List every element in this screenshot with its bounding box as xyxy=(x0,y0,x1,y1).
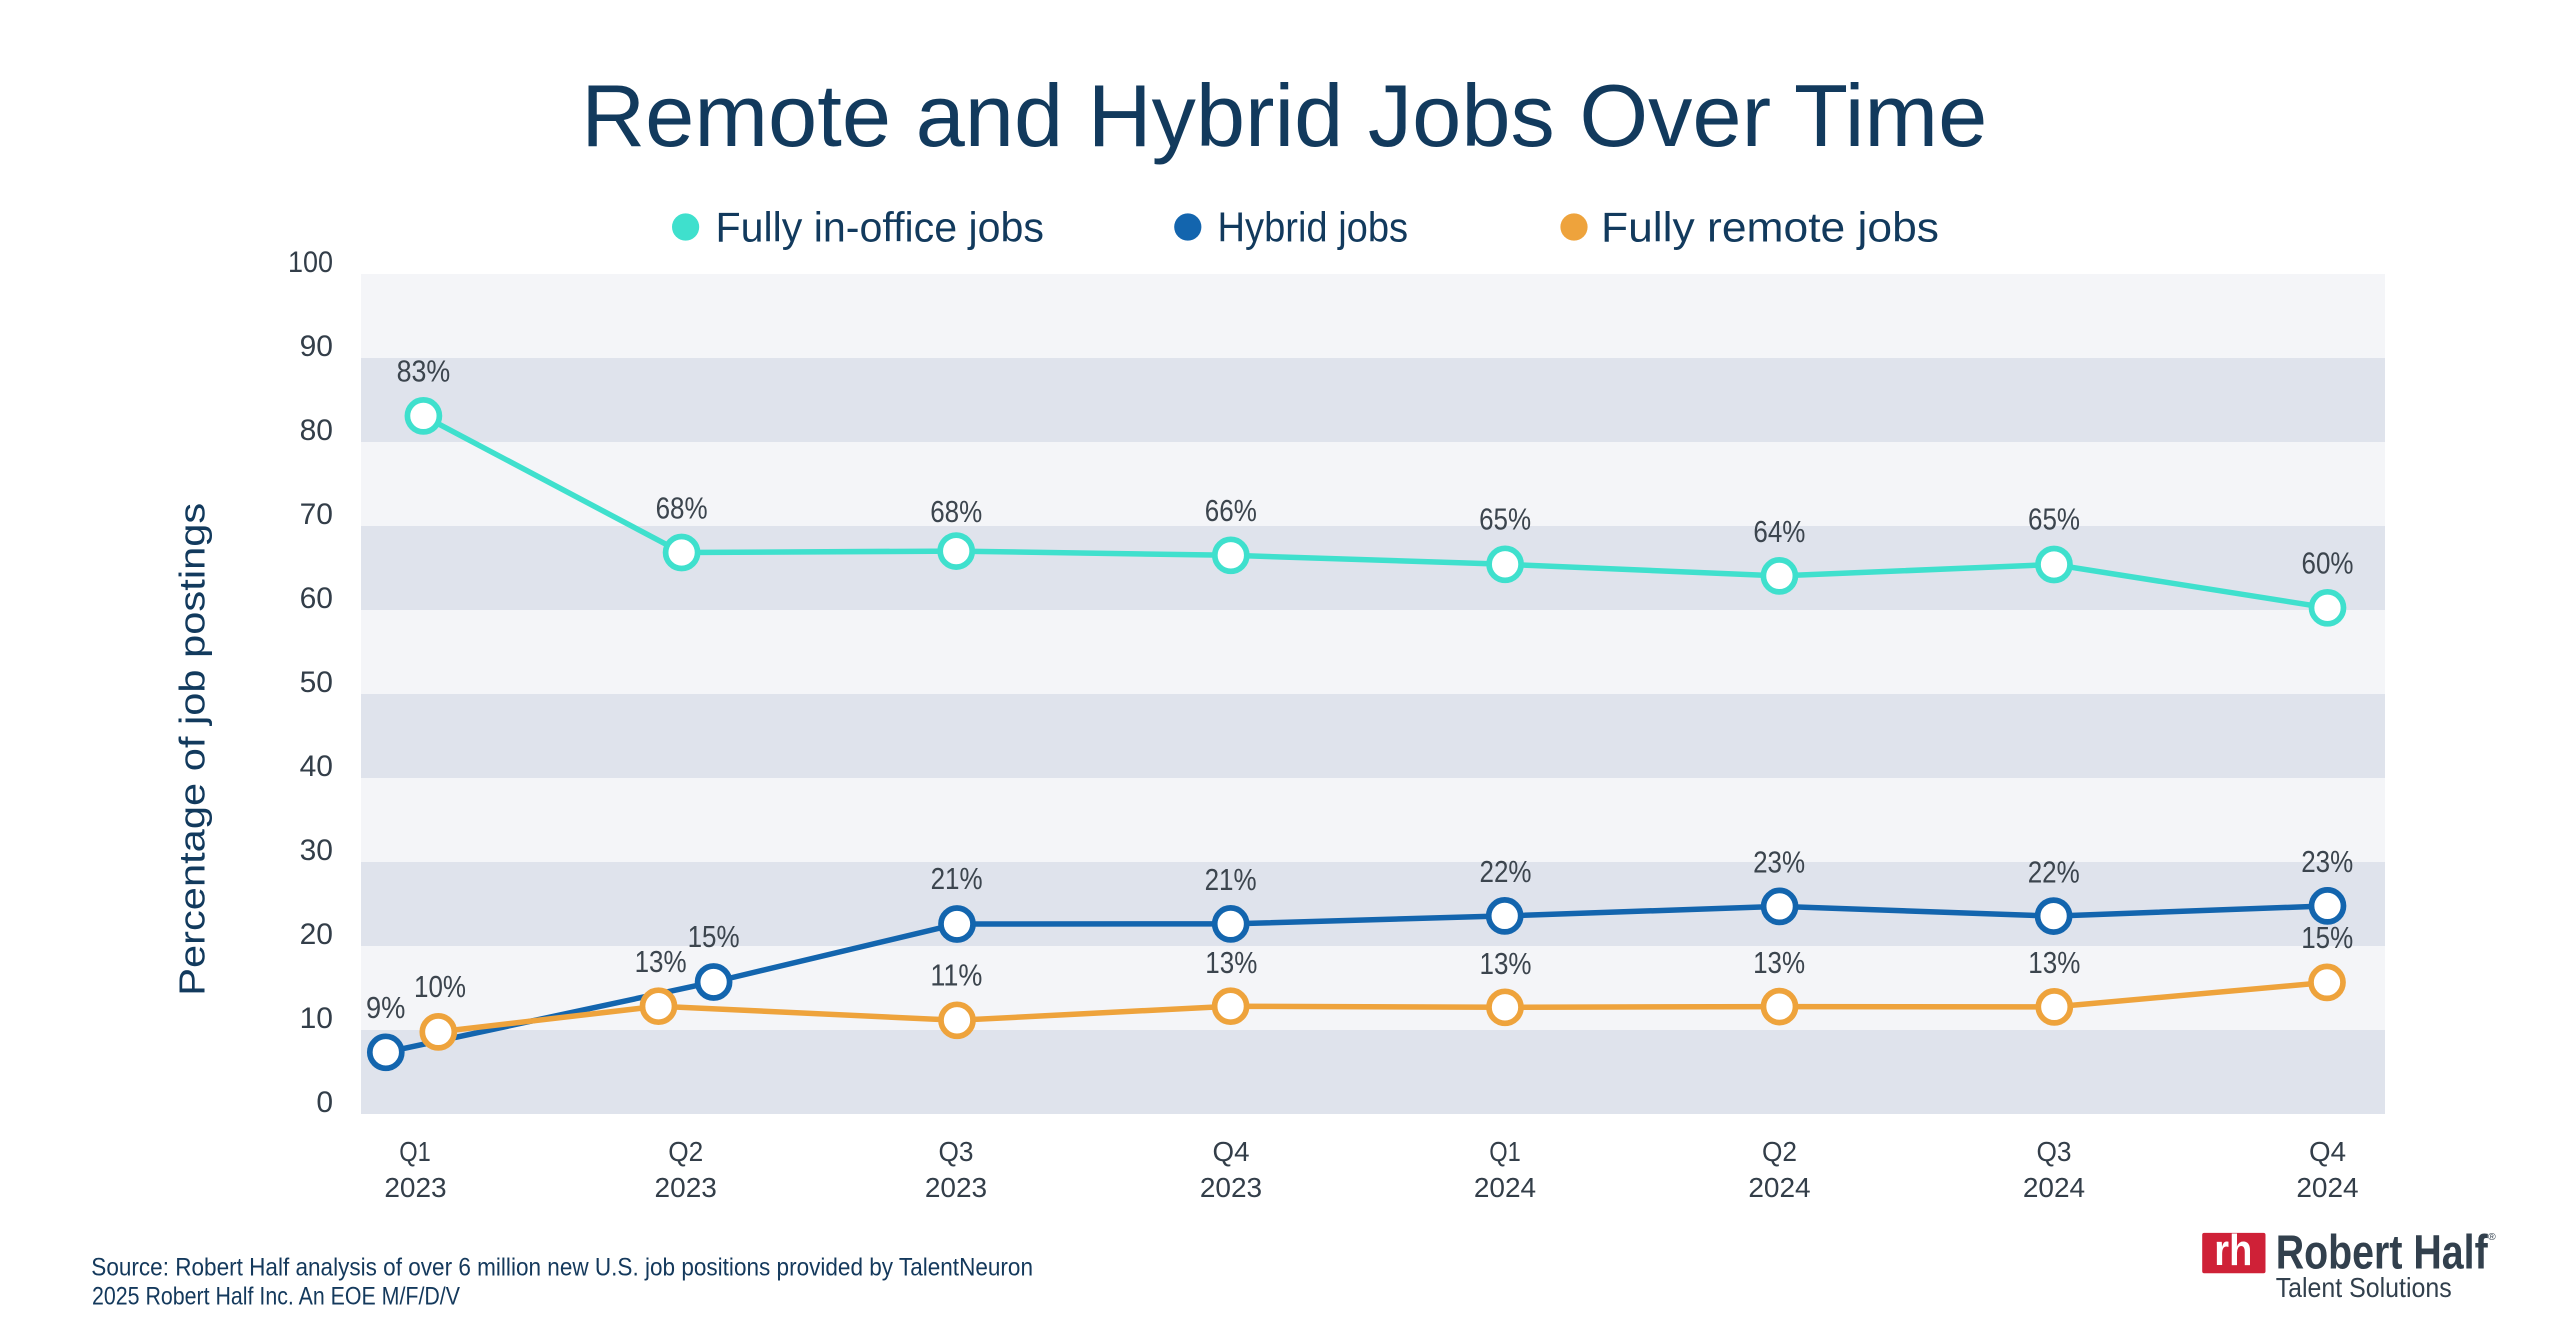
svg-text:Fully remote jobs: Fully remote jobs xyxy=(1601,204,1939,251)
svg-text:60%: 60% xyxy=(2302,546,2354,581)
svg-text:2023: 2023 xyxy=(655,1172,717,1203)
svg-text:65%: 65% xyxy=(2028,502,2080,537)
svg-text:2024: 2024 xyxy=(1474,1172,1536,1203)
svg-text:100: 100 xyxy=(288,246,333,279)
svg-text:90: 90 xyxy=(300,330,333,363)
svg-text:15%: 15% xyxy=(688,919,740,954)
svg-text:60: 60 xyxy=(300,582,333,615)
svg-text:30: 30 xyxy=(300,834,333,867)
svg-text:50: 50 xyxy=(300,666,333,699)
svg-text:Source: Robert Half analysis o: Source: Robert Half analysis of over 6 m… xyxy=(91,1254,1033,1282)
svg-text:Talent Solutions: Talent Solutions xyxy=(2276,1272,2452,1303)
svg-text:Q3: Q3 xyxy=(2037,1136,2072,1167)
svg-text:Q1: Q1 xyxy=(399,1136,431,1167)
svg-text:Q2: Q2 xyxy=(1762,1136,1797,1167)
svg-text:2025 Robert Half Inc. An EOE M: 2025 Robert Half Inc. An EOE M/F/D/V xyxy=(92,1282,460,1310)
svg-text:Remote and Hybrid Jobs Over Ti: Remote and Hybrid Jobs Over Time xyxy=(581,66,1987,165)
svg-text:Q4: Q4 xyxy=(2309,1136,2346,1167)
svg-text:20: 20 xyxy=(300,918,333,951)
svg-text:15%: 15% xyxy=(2301,920,2353,955)
svg-text:2024: 2024 xyxy=(1748,1172,1810,1203)
svg-text:rh: rh xyxy=(2214,1226,2252,1275)
svg-text:2023: 2023 xyxy=(1200,1172,1262,1203)
svg-text:64%: 64% xyxy=(1753,514,1805,549)
svg-text:Q4: Q4 xyxy=(1213,1136,1250,1167)
svg-text:Fully in-office jobs: Fully in-office jobs xyxy=(716,204,1045,251)
svg-text:13%: 13% xyxy=(1480,946,1532,981)
svg-text:23%: 23% xyxy=(1753,844,1805,879)
svg-text:68%: 68% xyxy=(930,494,982,529)
svg-text:10%: 10% xyxy=(414,969,466,1004)
svg-text:23%: 23% xyxy=(2301,844,2353,879)
svg-text:2024: 2024 xyxy=(2023,1172,2085,1203)
svg-text:13%: 13% xyxy=(1753,945,1805,980)
svg-text:2024: 2024 xyxy=(2296,1172,2358,1203)
svg-text:0: 0 xyxy=(316,1086,333,1119)
svg-text:22%: 22% xyxy=(2028,854,2080,889)
svg-text:Hybrid jobs: Hybrid jobs xyxy=(1218,204,1409,251)
svg-text:2023: 2023 xyxy=(925,1172,987,1203)
svg-text:22%: 22% xyxy=(1480,854,1532,889)
svg-text:Q2: Q2 xyxy=(668,1136,703,1167)
svg-text:Q3: Q3 xyxy=(939,1136,974,1167)
svg-text:2023: 2023 xyxy=(384,1172,446,1203)
svg-text:9%: 9% xyxy=(366,990,405,1025)
svg-text:80: 80 xyxy=(300,414,333,447)
svg-text:13%: 13% xyxy=(2028,945,2080,980)
svg-text:®: ® xyxy=(2488,1231,2496,1243)
svg-text:68%: 68% xyxy=(656,490,708,525)
svg-text:Q1: Q1 xyxy=(1489,1136,1521,1167)
svg-text:21%: 21% xyxy=(931,861,983,896)
svg-text:Percentage of job postings: Percentage of job postings xyxy=(172,503,213,996)
svg-text:Robert Half: Robert Half xyxy=(2276,1227,2489,1280)
svg-text:13%: 13% xyxy=(635,944,687,979)
svg-text:40: 40 xyxy=(300,750,333,783)
svg-text:66%: 66% xyxy=(1205,493,1257,528)
svg-text:70: 70 xyxy=(300,498,333,531)
svg-text:21%: 21% xyxy=(1205,862,1257,897)
svg-text:13%: 13% xyxy=(1205,945,1257,980)
svg-text:11%: 11% xyxy=(930,958,982,993)
svg-text:10: 10 xyxy=(300,1002,333,1035)
svg-text:83%: 83% xyxy=(397,353,451,388)
svg-text:65%: 65% xyxy=(1479,502,1531,537)
